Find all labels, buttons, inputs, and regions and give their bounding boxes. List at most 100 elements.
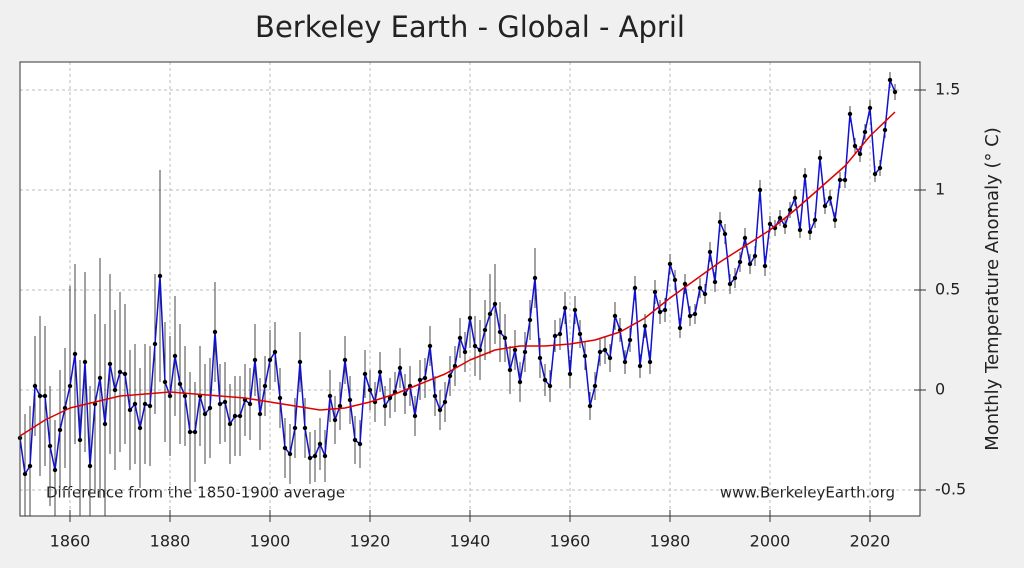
data-point <box>387 395 393 401</box>
data-point <box>477 347 483 353</box>
data-point <box>357 441 363 447</box>
data-point <box>417 377 423 383</box>
data-point <box>657 309 663 315</box>
data-point <box>142 401 148 407</box>
data-point <box>517 379 523 385</box>
data-point <box>157 273 163 279</box>
data-point <box>437 407 443 413</box>
data-point <box>397 365 403 371</box>
data-point <box>367 387 373 393</box>
data-point <box>662 307 668 313</box>
data-point <box>667 261 673 267</box>
data-point <box>42 393 48 399</box>
trend-line <box>19 111 896 437</box>
data-point <box>192 429 198 435</box>
data-point <box>457 335 463 341</box>
data-point <box>732 275 738 281</box>
data-line <box>19 79 896 477</box>
data-point <box>297 359 303 365</box>
data-point <box>537 355 543 361</box>
data-point <box>567 371 573 377</box>
data-point <box>202 411 208 417</box>
data-point <box>817 155 823 161</box>
data-point <box>587 403 593 409</box>
data-point <box>822 203 828 209</box>
data-point <box>237 413 243 419</box>
x-tick-label: 1920 <box>350 532 391 551</box>
data-point <box>262 383 268 389</box>
data-point <box>312 453 318 459</box>
y-tick-label: 1.5 <box>935 80 960 99</box>
data-point <box>627 337 633 343</box>
data-point <box>32 383 38 389</box>
data-point <box>547 383 553 389</box>
data-point <box>122 371 128 377</box>
data-point <box>672 277 678 283</box>
data-point <box>82 359 88 365</box>
y-tick-label: 0.5 <box>935 280 960 299</box>
x-tick-label: 1960 <box>550 532 591 551</box>
data-point <box>847 111 853 117</box>
data-point <box>637 363 643 369</box>
data-point <box>127 407 133 413</box>
data-point <box>512 347 518 353</box>
data-point <box>647 359 653 365</box>
data-point <box>562 305 568 311</box>
data-point <box>117 369 123 375</box>
data-point <box>472 343 478 349</box>
data-point <box>232 413 238 419</box>
data-point <box>642 323 648 329</box>
data-point <box>137 425 143 431</box>
y-axis-label: Monthly Temperature Anomaly (° C) <box>982 127 1003 451</box>
data-point <box>272 349 278 355</box>
x-tick-label: 2000 <box>750 532 791 551</box>
data-point <box>102 421 108 427</box>
data-point <box>692 311 698 317</box>
data-point <box>707 249 713 255</box>
data-point <box>687 313 693 319</box>
data-point <box>52 467 58 473</box>
data-point <box>832 217 838 223</box>
data-point <box>532 275 538 281</box>
data-point <box>217 401 223 407</box>
data-point <box>352 437 358 443</box>
data-point <box>702 291 708 297</box>
data-point <box>887 77 893 83</box>
data-point <box>107 361 113 367</box>
data-point <box>187 429 193 435</box>
data-point <box>382 403 388 409</box>
data-point <box>697 285 703 291</box>
data-point <box>177 381 183 387</box>
data-point <box>797 227 803 233</box>
data-point <box>22 471 28 477</box>
data-point <box>347 397 353 403</box>
data-point <box>582 353 588 359</box>
data-point <box>712 279 718 285</box>
data-point <box>422 375 428 381</box>
data-point <box>497 329 503 335</box>
data-point <box>632 285 638 291</box>
data-point <box>462 349 468 355</box>
data-point <box>227 421 233 427</box>
data-point <box>112 387 118 393</box>
data-point <box>812 217 818 223</box>
data-point <box>482 327 488 333</box>
annotation: Difference from the 1850-1900 average <box>46 484 345 502</box>
data-point <box>47 443 53 449</box>
data-point <box>762 263 768 269</box>
data-point <box>87 463 93 469</box>
data-point <box>857 151 863 157</box>
data-point <box>57 427 63 433</box>
data-point <box>327 393 333 399</box>
data-point <box>302 425 308 431</box>
y-tick-label: 0 <box>935 380 945 399</box>
data-point <box>507 367 513 373</box>
data-point <box>412 413 418 419</box>
data-point <box>467 315 473 321</box>
data-point <box>802 173 808 179</box>
data-point <box>607 355 613 361</box>
data-point <box>792 195 798 201</box>
data-point <box>592 383 598 389</box>
data-point <box>27 463 33 469</box>
data-point <box>622 359 628 365</box>
